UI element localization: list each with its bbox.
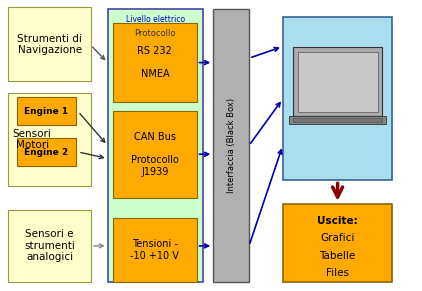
FancyBboxPatch shape bbox=[8, 93, 91, 186]
Text: Strumenti di
Navigazione: Strumenti di Navigazione bbox=[17, 33, 82, 55]
FancyBboxPatch shape bbox=[293, 47, 382, 116]
Text: Files: Files bbox=[326, 268, 349, 278]
FancyBboxPatch shape bbox=[213, 9, 249, 282]
FancyBboxPatch shape bbox=[283, 204, 392, 282]
FancyBboxPatch shape bbox=[8, 210, 91, 282]
FancyBboxPatch shape bbox=[17, 138, 76, 166]
Text: RS 232

NMEA: RS 232 NMEA bbox=[138, 46, 172, 79]
FancyBboxPatch shape bbox=[17, 97, 76, 125]
Text: Protocollo: Protocollo bbox=[134, 29, 176, 38]
Text: Sensori e
strumenti
analogici: Sensori e strumenti analogici bbox=[24, 229, 75, 262]
Text: Grafici: Grafici bbox=[320, 233, 355, 243]
FancyBboxPatch shape bbox=[293, 118, 382, 122]
Text: Engine 1: Engine 1 bbox=[24, 107, 68, 116]
FancyBboxPatch shape bbox=[289, 116, 386, 124]
Text: Sensori
Motori: Sensori Motori bbox=[13, 129, 51, 150]
FancyBboxPatch shape bbox=[298, 52, 378, 112]
FancyBboxPatch shape bbox=[113, 218, 197, 282]
Text: Livello elettrico: Livello elettrico bbox=[125, 15, 185, 24]
Text: Uscite:: Uscite: bbox=[317, 216, 358, 226]
Text: CAN Bus

Protocollo
J1939: CAN Bus Protocollo J1939 bbox=[131, 132, 179, 177]
FancyBboxPatch shape bbox=[283, 17, 392, 180]
FancyBboxPatch shape bbox=[8, 7, 91, 81]
FancyBboxPatch shape bbox=[113, 111, 197, 198]
Text: Tabelle: Tabelle bbox=[319, 251, 356, 261]
FancyBboxPatch shape bbox=[108, 9, 203, 282]
Text: Engine 2: Engine 2 bbox=[24, 148, 68, 157]
FancyBboxPatch shape bbox=[113, 23, 197, 102]
Text: Tensioni -
-10 +10 V: Tensioni - -10 +10 V bbox=[130, 239, 179, 261]
Text: Interfaccia (Black Box): Interfaccia (Black Box) bbox=[227, 98, 235, 193]
